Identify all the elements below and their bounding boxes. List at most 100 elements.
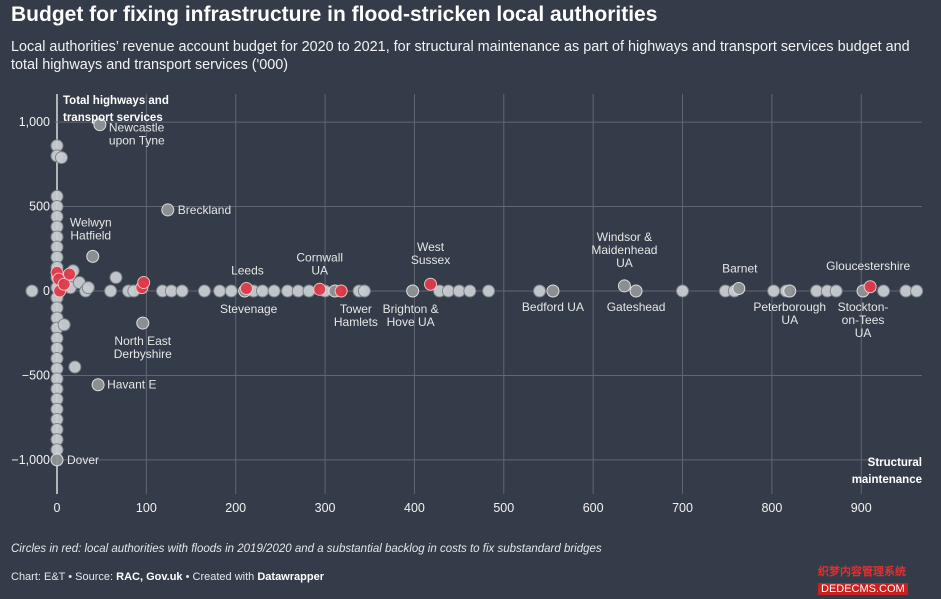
point-annotation: Stevenage — [220, 302, 278, 316]
data-point[interactable] — [109, 270, 123, 284]
y-tick-label: −500 — [22, 368, 50, 382]
y-tick-label: 500 — [29, 200, 50, 214]
data-point[interactable] — [899, 284, 913, 298]
data-points — [25, 118, 924, 467]
data-point[interactable] — [256, 284, 270, 298]
point-annotation: Welwyn Hatfield — [70, 215, 112, 242]
y-axis-title: Total highways and transport services — [63, 95, 169, 124]
point-annotation: Bedford UA — [522, 300, 584, 314]
data-point[interactable] — [81, 281, 95, 295]
source-line: Chart: E&T • Source: RAC, Gov.uk • Creat… — [11, 571, 324, 583]
x-tick-label: 100 — [136, 501, 157, 515]
data-point[interactable] — [533, 284, 547, 298]
red-data-point[interactable] — [424, 277, 438, 291]
data-point[interactable] — [224, 284, 238, 298]
data-point[interactable] — [91, 378, 105, 392]
source-prefix: Chart: E&T • Source: — [11, 571, 117, 583]
data-point[interactable] — [104, 284, 118, 298]
data-point[interactable] — [829, 284, 843, 298]
x-tick-label: 700 — [672, 501, 693, 515]
data-point[interactable] — [463, 284, 477, 298]
watermark-line2: DEDECMS.COM — [818, 583, 908, 595]
data-point[interactable] — [50, 453, 64, 467]
data-point[interactable] — [291, 284, 305, 298]
data-point[interactable] — [161, 203, 175, 217]
watermark: 织梦内容管理系统 DEDECMS.COM — [818, 563, 936, 596]
data-point[interactable] — [164, 284, 178, 298]
point-annotation: North East Derbyshire — [114, 334, 172, 361]
footnote: Circles in red: local authorities with f… — [11, 543, 602, 555]
x-tick-label: 400 — [404, 501, 425, 515]
point-annotation: Peterborough UA — [753, 300, 826, 327]
x-tick-label: 900 — [851, 501, 872, 515]
data-point[interactable] — [357, 284, 371, 298]
data-point[interactable] — [54, 151, 68, 165]
chart-subtitle: Local authorities’ revenue account budge… — [11, 39, 910, 73]
point-annotation: Windsor & Maidenhead UA — [591, 230, 657, 270]
x-axis-ticks: 0 100 200 300 400 500 600 700 800 900 — [54, 501, 872, 515]
data-point[interactable] — [617, 279, 631, 293]
data-point[interactable] — [93, 118, 107, 132]
point-annotation: Brighton & Hove UA — [383, 302, 439, 329]
data-point[interactable] — [910, 284, 924, 298]
data-point[interactable] — [783, 284, 797, 298]
data-point[interactable] — [302, 284, 316, 298]
data-point[interactable] — [452, 284, 466, 298]
red-data-point[interactable] — [57, 277, 71, 291]
x-tick-label: 800 — [761, 501, 782, 515]
data-point[interactable] — [57, 318, 71, 332]
y-tick-label: 0 — [43, 284, 50, 298]
y-tick-label: 1,000 — [19, 115, 50, 129]
x-tick-label: 0 — [54, 501, 61, 515]
data-point[interactable] — [136, 316, 150, 330]
red-data-point[interactable] — [334, 284, 348, 298]
point-annotation: Newcastle upon Tyne — [109, 121, 165, 148]
data-point[interactable] — [676, 284, 690, 298]
data-point[interactable] — [482, 284, 496, 298]
point-annotation: West Sussex — [411, 240, 450, 267]
y-tick-label: −1,000 — [11, 453, 50, 467]
x-axis-title: Structural maintenance — [852, 457, 922, 486]
data-point[interactable] — [175, 284, 189, 298]
datawrapper-link[interactable]: Datawrapper — [257, 571, 324, 583]
data-point[interactable] — [281, 284, 295, 298]
source-mid: • Created with — [182, 571, 258, 583]
point-annotation: Gloucestershire — [826, 259, 910, 273]
point-annotation: Havant E — [107, 378, 156, 392]
data-point[interactable] — [197, 284, 211, 298]
data-point[interactable] — [732, 281, 746, 295]
red-data-point[interactable] — [239, 281, 253, 295]
point-annotation: Cornwall UA — [296, 250, 343, 277]
point-annotation: Breckland — [178, 203, 231, 217]
data-point[interactable] — [25, 284, 39, 298]
chart-title: Budget for fixing infrastructure in floo… — [11, 3, 658, 26]
x-tick-label: 300 — [315, 501, 336, 515]
point-annotation: Leeds — [231, 263, 264, 277]
y-axis-ticks: 1,000 500 0 −500 −1,000 — [11, 115, 50, 467]
watermark-line1: 织梦内容管理系统 — [818, 566, 906, 578]
data-point[interactable] — [267, 284, 281, 298]
point-annotation: Barnet — [722, 261, 758, 275]
source-link[interactable]: RAC, Gov.uk — [116, 571, 183, 583]
data-point[interactable] — [441, 284, 455, 298]
data-point[interactable] — [546, 284, 560, 298]
point-annotation: Gateshead — [607, 300, 666, 314]
data-point[interactable] — [767, 284, 781, 298]
point-annotation: Dover — [67, 453, 99, 467]
data-point[interactable] — [86, 249, 100, 263]
red-data-point[interactable] — [63, 267, 77, 281]
x-tick-label: 500 — [493, 501, 514, 515]
red-data-point[interactable] — [137, 276, 151, 290]
annotations: Newcastle upon Tyne Breckland Welwyn Hatfiel… — [67, 121, 911, 467]
red-data-point[interactable] — [313, 282, 327, 296]
point-annotation: Tower Hamlets — [334, 302, 378, 329]
data-point[interactable] — [810, 284, 824, 298]
data-point[interactable] — [68, 360, 82, 374]
data-point[interactable] — [877, 284, 891, 298]
point-annotation: Stockton-on-Tees UA — [838, 300, 889, 340]
red-data-point[interactable] — [863, 280, 877, 294]
data-point[interactable] — [213, 284, 227, 298]
data-point[interactable] — [406, 284, 420, 298]
data-point[interactable] — [629, 284, 643, 298]
